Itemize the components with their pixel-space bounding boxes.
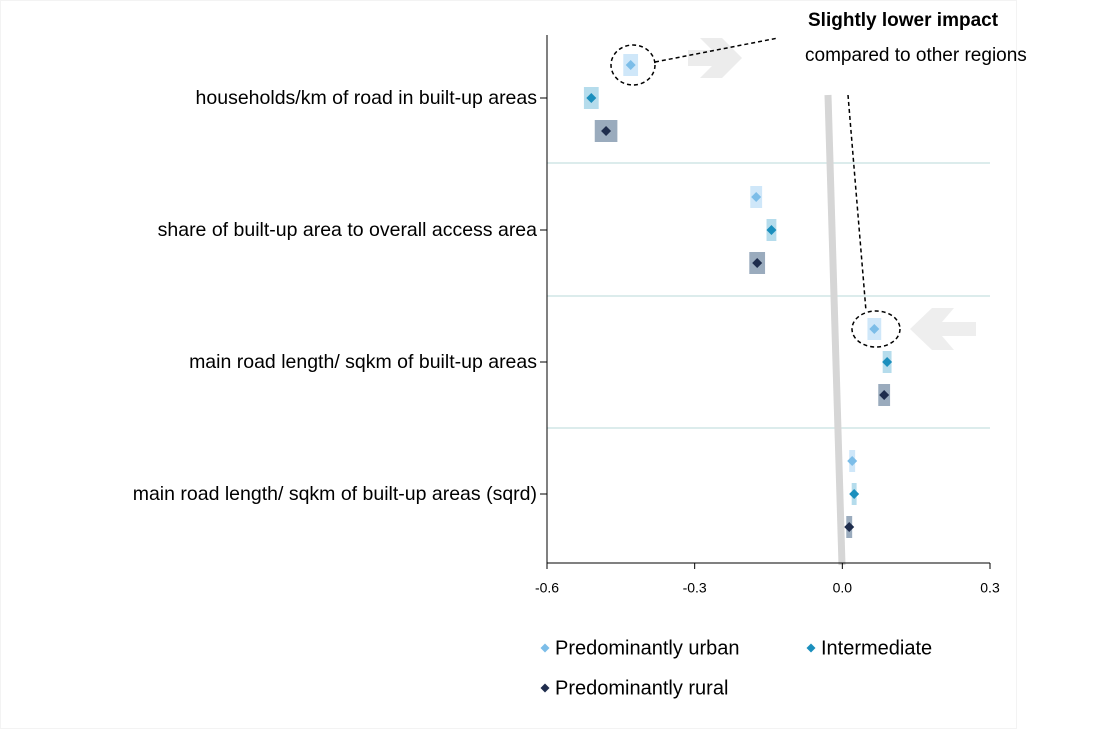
highlight-line bbox=[824, 94, 846, 566]
marker bbox=[601, 126, 612, 136]
annotation: compared to other regions bbox=[805, 45, 1027, 66]
y-tick-label: main road length/ sqkm of built-up areas bbox=[189, 351, 537, 373]
marker bbox=[879, 390, 890, 400]
legend-marker bbox=[540, 643, 550, 653]
callout-line bbox=[847, 94, 867, 312]
marker bbox=[849, 489, 860, 499]
marker bbox=[844, 522, 855, 532]
y-tick-label: main road length/ sqkm of built-up areas… bbox=[133, 483, 537, 505]
y-tick-label: households/km of road in built-up areas bbox=[196, 87, 538, 109]
marker bbox=[847, 456, 858, 466]
frame bbox=[0, 0, 1017, 729]
x-tick-label: 0.0 bbox=[833, 580, 853, 596]
marker bbox=[869, 324, 880, 334]
legend-label: Predominantly urban bbox=[555, 637, 740, 659]
marker bbox=[882, 357, 893, 367]
x-tick-label: -0.3 bbox=[683, 580, 707, 596]
marker bbox=[751, 192, 762, 202]
marker bbox=[625, 60, 636, 70]
legend-marker bbox=[540, 683, 550, 693]
callout-circle bbox=[610, 44, 656, 86]
plot bbox=[583, 54, 893, 538]
x-tick-label: 0.3 bbox=[980, 580, 1000, 596]
x-tick-label: -0.6 bbox=[535, 580, 559, 596]
marker bbox=[586, 93, 597, 103]
callout-circle bbox=[851, 310, 901, 348]
y-tick-label: share of built-up area to overall access… bbox=[158, 219, 538, 241]
legend-label: Intermediate bbox=[821, 637, 932, 659]
arrow bbox=[910, 308, 976, 350]
marker bbox=[766, 225, 777, 235]
legend-label: Predominantly rural bbox=[555, 677, 728, 699]
marker bbox=[752, 258, 763, 268]
arrow bbox=[688, 38, 742, 78]
legend-marker bbox=[806, 643, 816, 653]
annotation: Slightly lower impact bbox=[808, 10, 999, 31]
